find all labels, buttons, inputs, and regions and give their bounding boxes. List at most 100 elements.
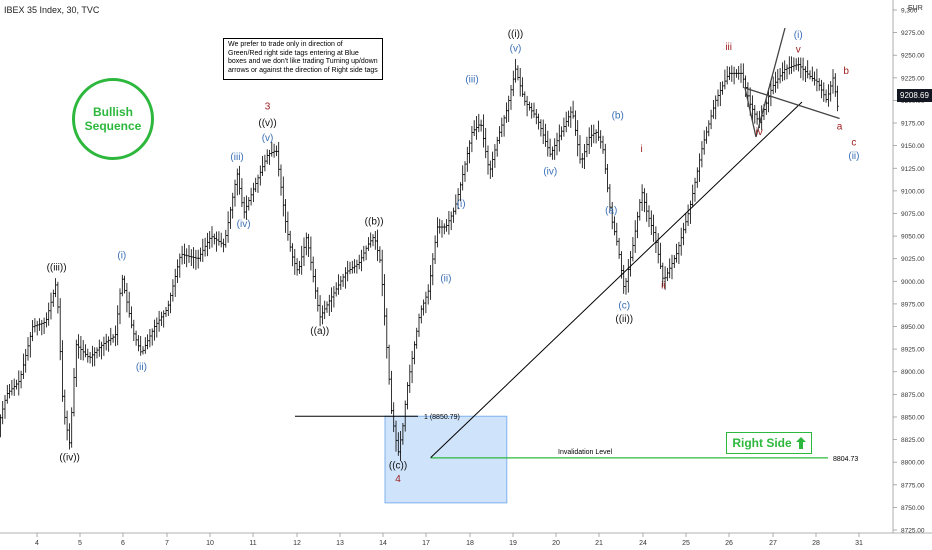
wave-label: (v) — [262, 133, 274, 144]
price-bar — [827, 84, 830, 107]
price-bar — [700, 141, 704, 168]
price-bar — [643, 188, 646, 213]
price-bar — [339, 276, 343, 290]
price-bar — [581, 153, 584, 169]
price-bar — [631, 236, 635, 262]
price-bar — [709, 109, 713, 130]
wave-label: 4 — [395, 474, 401, 485]
price-bar — [307, 233, 310, 258]
y-tick-label: 9025.00 — [901, 256, 925, 263]
price-bar — [176, 259, 179, 283]
price-bar — [332, 286, 336, 308]
price-bar — [286, 211, 290, 241]
price-bar — [272, 143, 276, 158]
price-bar — [449, 211, 453, 231]
level-lines-layer: 1 (8850.79) Invalidation Level 8804.73 — [295, 101, 858, 463]
price-bar — [164, 307, 168, 318]
price-bar — [689, 200, 692, 224]
price-bar — [114, 325, 117, 347]
wave-labels-layer: ((iii)) ((iv)) (i) (ii) (iii) (iv) (v) ((v)) 3 ((… — [47, 29, 860, 485]
price-bar — [597, 120, 600, 141]
price-bar — [806, 60, 809, 79]
price-bar — [203, 237, 207, 257]
price-bar — [65, 410, 69, 441]
y-tick-label: 9175.00 — [901, 121, 925, 128]
price-bar — [408, 364, 412, 393]
y-tick-label: 8900.00 — [901, 369, 925, 376]
price-bar — [387, 344, 391, 385]
price-bar — [489, 160, 492, 179]
price-bar — [328, 294, 331, 316]
price-bar — [420, 305, 423, 324]
price-bar — [817, 78, 821, 91]
price-bar — [17, 370, 21, 396]
price-bar — [705, 126, 708, 144]
price-bar — [160, 311, 163, 327]
x-tick-label: 10 — [206, 540, 214, 547]
price-bar — [668, 258, 671, 279]
price-bar — [242, 196, 246, 219]
price-bar — [215, 231, 218, 252]
y-tick-label: 9050.00 — [901, 234, 925, 241]
price-bar — [528, 101, 531, 111]
price-bar — [415, 327, 418, 349]
price-bar — [183, 243, 186, 265]
price-bar — [429, 265, 432, 300]
price-bar — [799, 57, 803, 79]
price-bar — [493, 144, 497, 168]
price-bar — [433, 235, 437, 265]
price-bar — [192, 247, 195, 269]
price-bar — [155, 317, 159, 338]
price-bar — [245, 195, 248, 220]
wave-label: (v) — [510, 44, 522, 55]
price-bar — [77, 334, 80, 359]
price-bar — [472, 120, 476, 137]
price-bar — [238, 165, 241, 195]
price-bar — [569, 106, 573, 128]
price-bar — [541, 119, 545, 144]
x-tick-label: 17 — [422, 540, 430, 547]
price-bar — [693, 177, 697, 202]
price-bar — [337, 274, 340, 295]
right-side-label: Right Side — [732, 436, 792, 450]
y-tick-label: 9250.00 — [901, 53, 925, 60]
right-side-tag: Right Side — [726, 432, 812, 454]
price-bar — [804, 66, 807, 82]
price-bar — [360, 249, 363, 272]
price-bar — [495, 136, 499, 157]
price-bar — [348, 261, 352, 275]
x-tick-label: 19 — [509, 540, 517, 547]
y-tick-label: 8950.00 — [901, 324, 925, 331]
wave-label: (iv) — [237, 219, 251, 230]
price-bar — [153, 319, 156, 341]
wave-label: ((i)) — [508, 29, 524, 40]
price-bar — [86, 348, 90, 363]
price-bar — [822, 82, 826, 102]
price-bar — [684, 212, 688, 234]
price-bar — [3, 394, 7, 419]
wave-label: ((c)) — [389, 461, 407, 472]
x-tick-label: 26 — [725, 540, 733, 547]
price-bar — [410, 350, 414, 384]
price-bar — [325, 301, 329, 313]
price-bar — [378, 246, 382, 263]
price-bar — [532, 102, 536, 118]
price-bar — [445, 219, 448, 232]
price-bar — [226, 211, 230, 243]
price-bar — [670, 254, 674, 280]
price-bar — [88, 352, 92, 364]
price-bar — [590, 124, 593, 147]
price-bars-layer — [0, 56, 839, 461]
price-bar — [282, 176, 285, 217]
price-bar — [24, 348, 27, 373]
price-bar — [466, 146, 469, 172]
price-bar — [723, 69, 727, 90]
price-bar — [162, 310, 165, 328]
price-bar — [187, 245, 191, 263]
price-bar — [254, 177, 257, 193]
price-bar — [424, 291, 428, 314]
price-bar — [640, 184, 644, 212]
price-bar — [624, 277, 628, 295]
wave-label: ((a)) — [310, 326, 329, 337]
price-bar — [505, 102, 508, 123]
